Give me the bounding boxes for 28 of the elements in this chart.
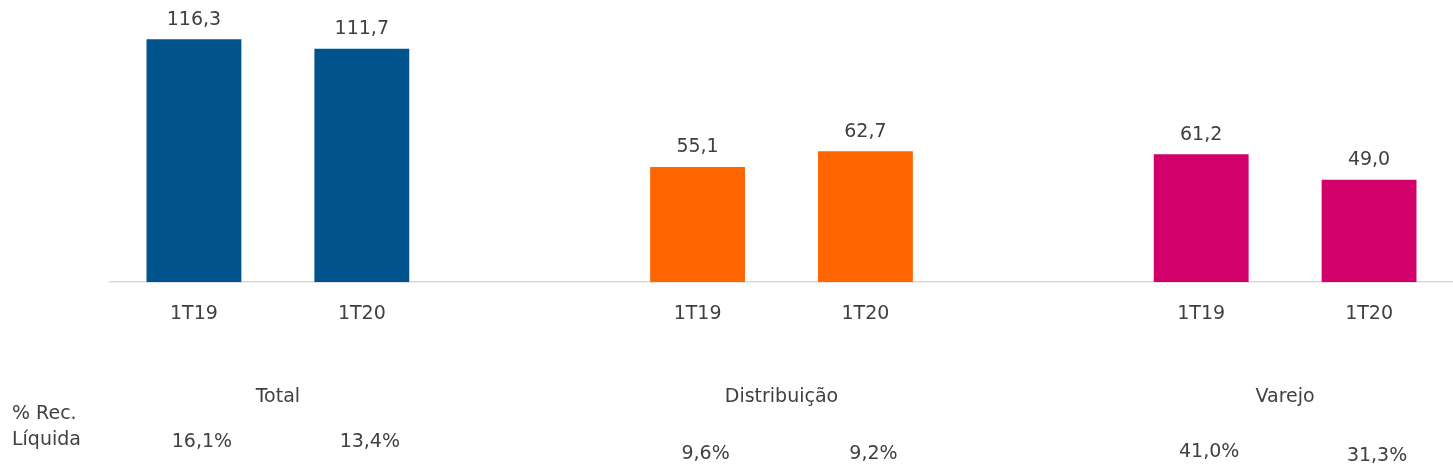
x-tick-label: 1T20 xyxy=(337,300,386,323)
bar xyxy=(1321,179,1417,283)
text: 16,1% xyxy=(171,429,233,451)
data-label: 111,7 xyxy=(334,16,390,39)
bar xyxy=(146,39,242,283)
text: 9,6% xyxy=(681,441,730,463)
data-label: 55,1 xyxy=(676,134,719,157)
text: 31,3% xyxy=(1346,443,1408,465)
bar xyxy=(650,167,745,283)
x-tick-label: 1T20 xyxy=(841,300,890,323)
data-label: 61,2 xyxy=(1180,121,1223,144)
x-tick-label: 1T19 xyxy=(170,300,218,323)
text: Distribuição xyxy=(724,384,839,406)
data-label: 62,7 xyxy=(844,118,887,141)
text: 41,0% xyxy=(1179,439,1240,461)
bar xyxy=(314,48,410,283)
text: Total xyxy=(255,384,301,406)
x-tick-label: 1T19 xyxy=(673,300,722,323)
bar xyxy=(818,151,913,283)
text: % Rec. Líquida xyxy=(12,400,82,451)
text: Varejo xyxy=(1255,384,1315,406)
text: 13,4% xyxy=(339,429,400,451)
data-label: 49,0 xyxy=(1347,147,1391,170)
text: 9,2% xyxy=(849,441,898,463)
data-label: 116,3 xyxy=(166,6,222,29)
x-tick-label: 1T20 xyxy=(1345,300,1393,323)
x-tick-label: 1T19 xyxy=(1177,300,1226,323)
bar xyxy=(1153,154,1249,283)
